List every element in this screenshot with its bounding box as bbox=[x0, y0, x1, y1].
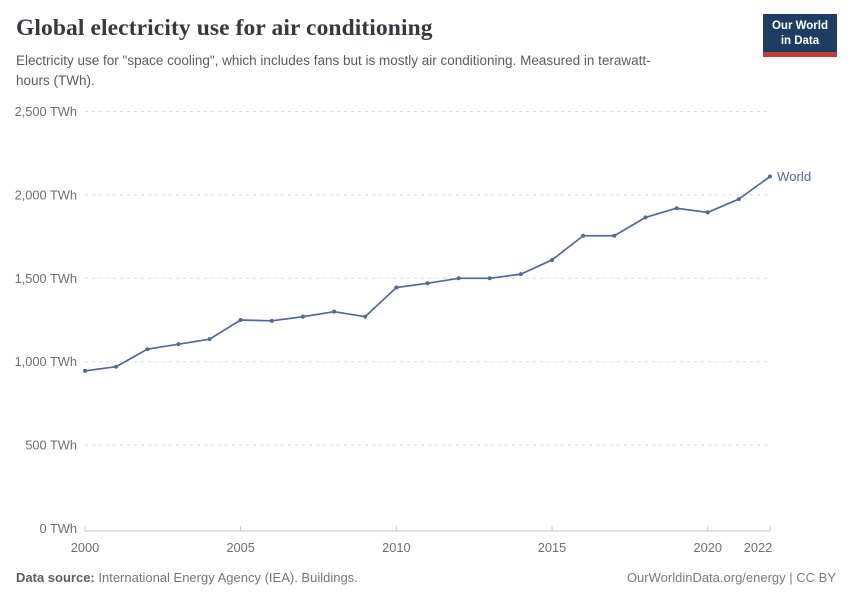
data-point bbox=[145, 347, 150, 352]
series-label: World bbox=[777, 169, 811, 184]
data-point bbox=[612, 233, 617, 238]
x-tick-label: 2005 bbox=[226, 540, 254, 555]
data-point bbox=[207, 337, 212, 342]
data-point bbox=[550, 257, 555, 262]
data-point bbox=[674, 206, 679, 211]
owid-logo-line-1: Our World bbox=[771, 20, 828, 32]
data-point bbox=[394, 285, 399, 290]
data-point bbox=[768, 174, 772, 179]
y-tick-label: 500 TWh bbox=[25, 438, 77, 453]
data-point bbox=[705, 210, 710, 215]
line-chart: 0 TWh 500 TWh 1,000 TWh 1,500 TWh 2,000 TWh 2… bbox=[15, 104, 812, 555]
x-tick-label: 2010 bbox=[382, 540, 410, 555]
x-tick-label: 2022 bbox=[744, 540, 772, 555]
chart-footer: Data source: International Energy Agency… bbox=[16, 570, 836, 585]
data-point bbox=[425, 281, 430, 286]
owid-logo: Our World in Data bbox=[762, 14, 837, 58]
data-point bbox=[332, 309, 337, 314]
data-point bbox=[363, 314, 368, 319]
chart-title: Global electricity use for air condition… bbox=[16, 15, 433, 41]
data-point bbox=[518, 272, 523, 277]
data-point bbox=[300, 314, 305, 319]
data-source: Data source: International Energy Agency… bbox=[16, 570, 358, 585]
chart-header: Global electricity use for air condition… bbox=[16, 15, 750, 90]
data-point bbox=[736, 197, 741, 202]
x-tick-label: 2000 bbox=[71, 540, 99, 555]
data-point bbox=[643, 215, 648, 220]
data-point bbox=[581, 233, 586, 238]
data-point bbox=[269, 318, 274, 323]
data-point bbox=[456, 276, 461, 281]
x-tick-label: 2015 bbox=[538, 540, 566, 555]
data-point bbox=[176, 342, 181, 347]
chart-subtitle: Electricity use for "space cooling", whi… bbox=[16, 53, 651, 88]
x-tick-label: 2020 bbox=[693, 540, 721, 555]
data-point bbox=[487, 276, 492, 281]
data-point bbox=[238, 318, 243, 322]
data-source-text: International Energy Agency (IEA). Build… bbox=[94, 570, 358, 585]
y-tick-label: 0 TWh bbox=[40, 521, 77, 536]
y-tick-label: 2,500 TWh bbox=[15, 104, 77, 119]
y-tick-label: 2,000 TWh bbox=[15, 187, 77, 202]
owid-logo-line-2: in Data bbox=[780, 34, 820, 47]
data-line bbox=[84, 175, 771, 372]
credit-line: OurWorldinData.org/energy | CC BY bbox=[626, 570, 836, 585]
data-point bbox=[114, 364, 119, 369]
data-source-label: Data source: bbox=[16, 570, 95, 585]
y-tick-label: 1,000 TWh bbox=[15, 354, 77, 369]
data-point bbox=[83, 368, 87, 373]
y-tick-label: 1,500 TWh bbox=[15, 271, 77, 286]
